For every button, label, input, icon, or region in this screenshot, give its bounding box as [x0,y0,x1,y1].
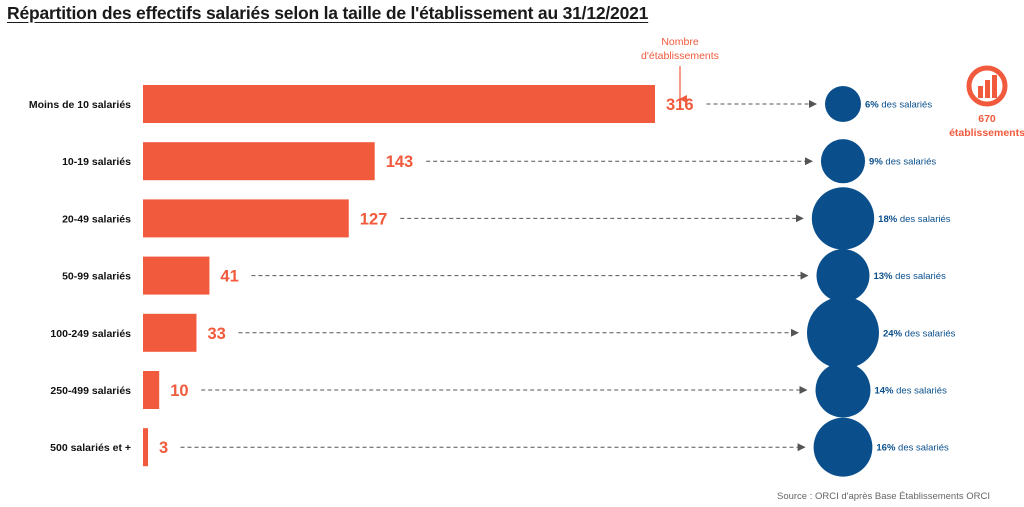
bar [143,199,349,238]
bar [143,142,375,181]
total-value: 670 [978,113,996,125]
percent-label: 13% des salariés [873,271,946,282]
percent-label: 14% des salariés [874,386,947,397]
value-label: 33 [207,325,225,343]
column-label: Nombre d'établissements [630,35,730,63]
value-label: 10 [170,382,188,400]
column-label-line2: d'établissements [641,50,719,62]
source-note: Source : ORCI d'après Base Établissement… [776,491,990,502]
bubble [816,249,870,303]
bar [143,371,160,409]
value-label: 3 [159,439,168,457]
bubble [820,139,866,184]
total-label: établissements [949,127,1024,139]
percent-label: 24% des salariés [883,328,956,339]
category-label: Moins de 10 salariés [29,99,131,111]
percent-label: 18% des salariés [878,214,951,225]
percent-label: 6% des salariés [865,100,932,111]
category-label: 10-19 salariés [62,156,131,168]
bar [143,313,197,352]
bar [143,256,210,295]
category-label: 20-49 salariés [62,213,131,225]
bar [143,428,148,467]
value-label: 143 [386,153,414,171]
bubble [825,86,861,122]
percent-label: 9% des salariés [869,157,936,168]
category-label: 50-99 salariés [62,271,131,283]
bubble [813,417,873,477]
bubble [815,362,871,418]
category-label: 500 salariés et + [50,442,131,454]
value-label: 127 [360,210,388,228]
category-label: 100-249 salariés [50,328,131,340]
percent-label: 16% des salariés [876,443,949,454]
column-label-line1: Nombre [661,36,699,48]
chart-title: Répartition des effectifs salariés selon… [7,3,649,23]
total-establishments: 670 établissements [942,64,1024,140]
value-label: 41 [220,268,238,286]
bar-chart-circle-icon [966,65,1008,107]
bubble [807,296,879,369]
bar [143,85,655,123]
value-label: 316 [666,96,694,114]
bubble [811,187,875,250]
category-label: 250-499 salariés [50,385,131,397]
